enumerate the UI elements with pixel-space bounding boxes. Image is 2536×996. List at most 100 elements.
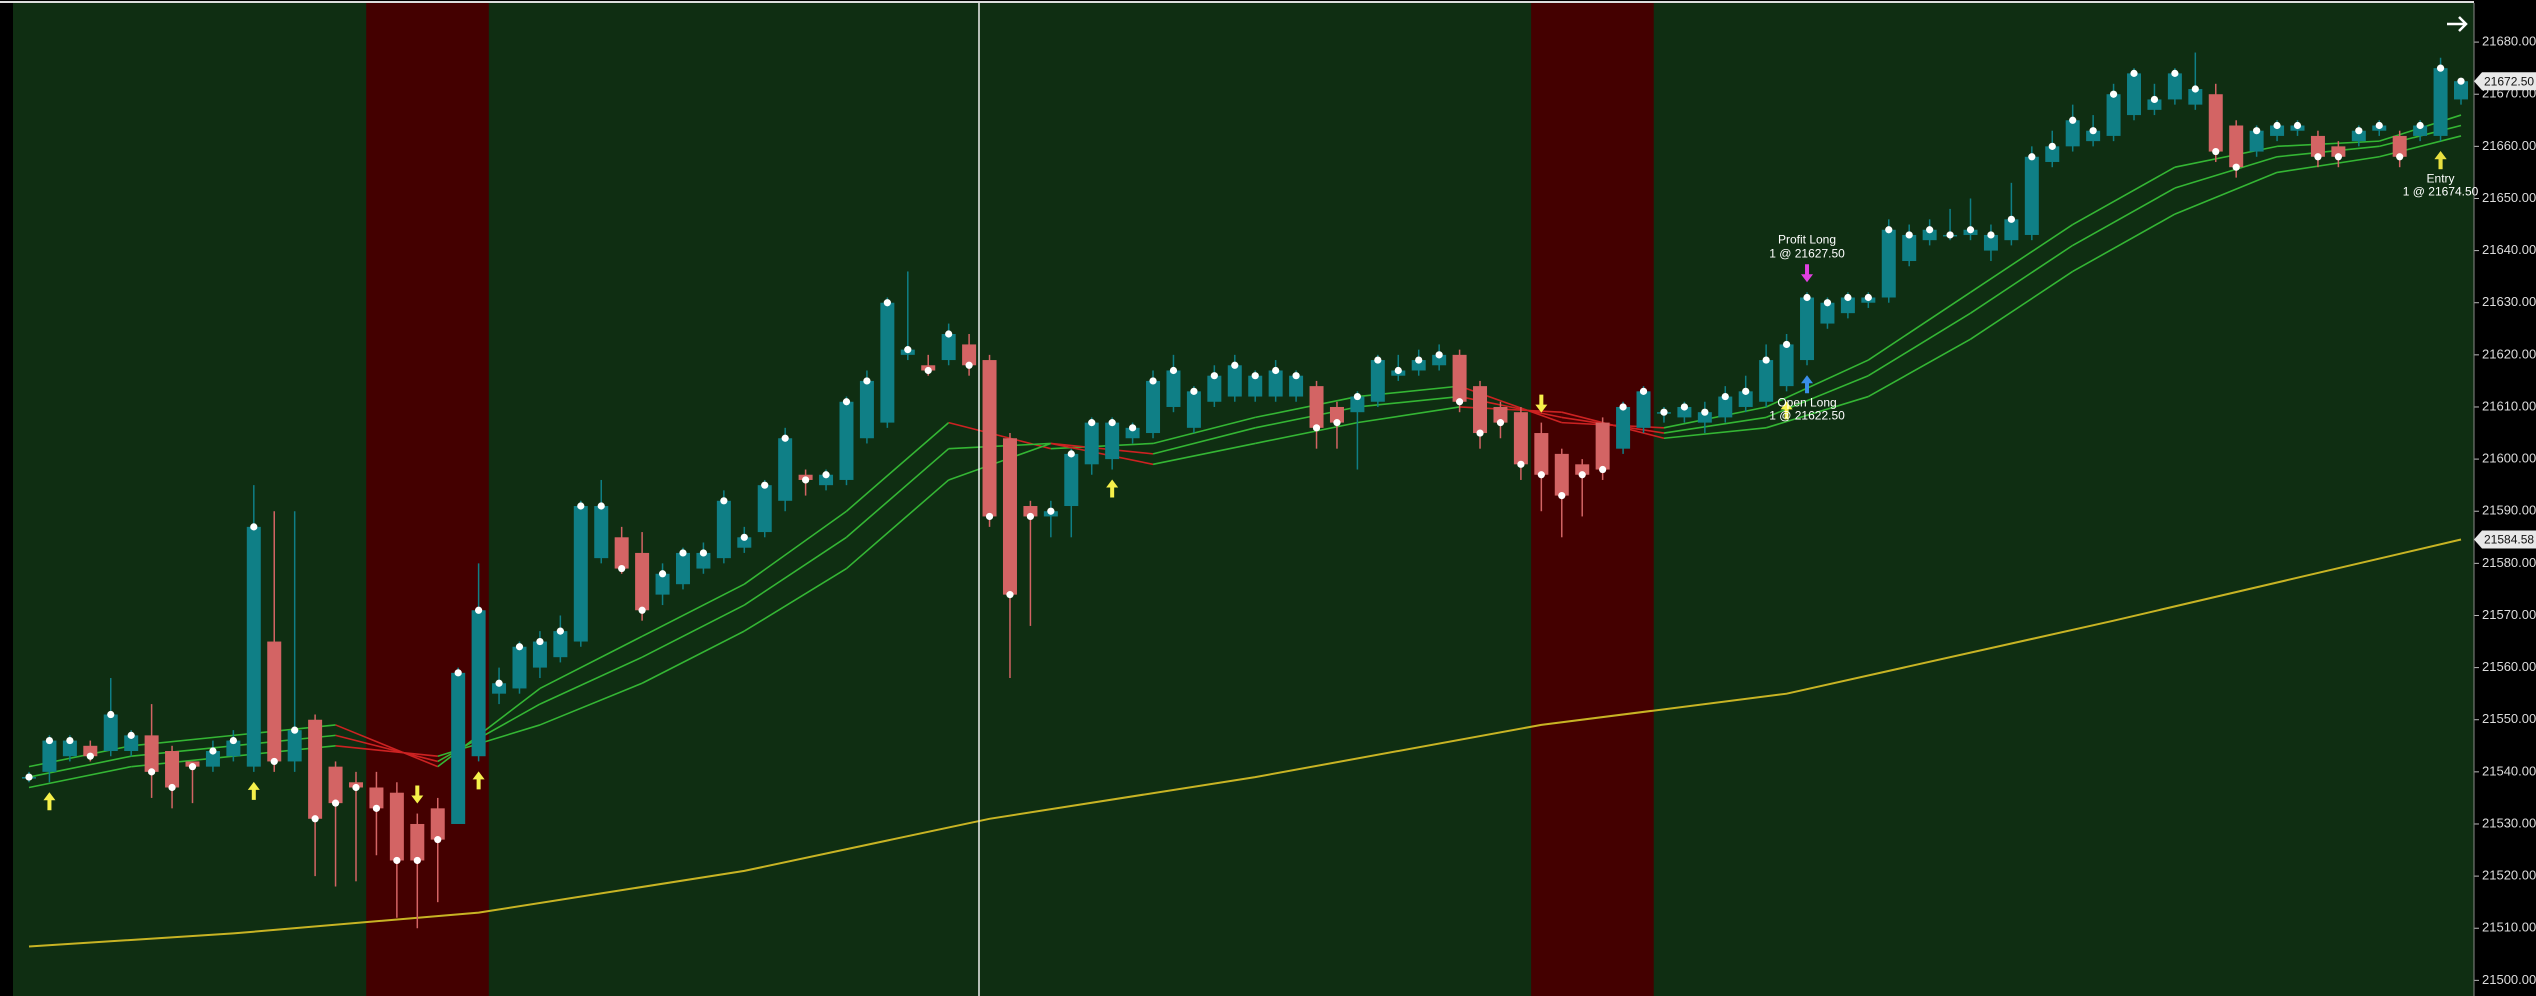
candle-body: [1227, 365, 1242, 397]
close-dot: [1946, 231, 1954, 239]
close-dot: [1844, 293, 1852, 302]
candle-body: [675, 552, 690, 585]
ribbon-segment: [1663, 427, 1767, 440]
candle-body: [83, 745, 98, 757]
candle-body: [451, 672, 466, 824]
candle-body: [982, 360, 997, 517]
ribbon-segment: [1765, 374, 1869, 419]
candle-body: [1350, 396, 1365, 413]
candle-body: [144, 735, 159, 772]
ribbon-segment: [1765, 359, 1869, 408]
candle-body: [635, 552, 650, 611]
candle-body: [553, 631, 568, 658]
close-dot: [1885, 226, 1893, 234]
candle-body: [1595, 422, 1610, 470]
close-dot: [802, 476, 810, 484]
close-dot: [475, 606, 483, 614]
sma-price-tag-box: [2474, 530, 2536, 549]
y-tick-label: 21570.00: [2482, 607, 2536, 622]
close-dot: [2028, 153, 2036, 161]
close-dot: [2436, 64, 2445, 72]
close-dot: [1088, 419, 1096, 427]
close-dot: [2293, 121, 2302, 130]
ribbon-segment: [2277, 140, 2380, 148]
ribbon-segment: [743, 536, 847, 606]
close-dot: [1190, 387, 1198, 395]
close-dot: [1537, 471, 1545, 479]
close-dot: [2416, 121, 2424, 130]
candle-body: [492, 683, 507, 694]
ribbon-segment: [845, 479, 950, 570]
close-dot: [2191, 85, 2199, 93]
close-dot: [45, 736, 54, 745]
close-dot: [842, 398, 851, 406]
candle-body: [389, 792, 404, 861]
candle-body: [839, 401, 854, 480]
candle-body: [1902, 234, 1917, 262]
close-dot: [1905, 231, 1913, 239]
candle-body: [2188, 89, 2203, 105]
candle-body: [880, 302, 895, 423]
ribbon-segment: [335, 744, 438, 758]
close-dot: [1455, 398, 1464, 406]
candle-body: [1697, 412, 1712, 423]
candle-body: [2106, 94, 2121, 136]
y-tick-label: 21680.00: [2482, 34, 2536, 49]
close-dot: [1006, 591, 1014, 599]
y-tick-label: 21530.00: [2482, 815, 2536, 830]
candle-body: [2433, 68, 2448, 136]
last-price-tag-box: [2474, 72, 2536, 91]
ribbon-segment: [641, 583, 745, 638]
y-tick-label: 21630.00: [2482, 294, 2536, 309]
candle-body: [2229, 125, 2244, 168]
candle-body: [2086, 130, 2101, 142]
ribbon-segment: [2276, 145, 2380, 158]
candle-body: [2004, 219, 2019, 241]
close-dot: [2375, 121, 2383, 130]
ribbon-segment: [1050, 442, 1154, 466]
close-dot: [1149, 377, 1157, 385]
close-dot: [1619, 403, 1627, 411]
close-dot: [781, 434, 789, 442]
candle-body: [1146, 380, 1161, 434]
candle-body: [2065, 120, 2080, 147]
ribbon-segment: [845, 422, 950, 512]
ribbon-segment: [1152, 416, 1256, 445]
candle-body: [1718, 396, 1733, 418]
candle-body: [1759, 360, 1774, 402]
close-dot: [209, 747, 217, 755]
ribbon-segment: [1867, 291, 1971, 361]
close-dot: [1782, 340, 1791, 349]
candle-body: [308, 719, 323, 819]
close-dot: [618, 564, 626, 573]
close-dot: [699, 549, 708, 557]
close-dot: [1312, 424, 1321, 432]
close-dot: [1353, 392, 1362, 401]
close-dot: [1680, 403, 1688, 411]
close-dot: [250, 523, 258, 531]
candle-body: [1820, 302, 1835, 324]
ribbon-segment: [1357, 406, 1460, 424]
candle-body: [1370, 360, 1385, 402]
candle-body: [471, 610, 486, 757]
ribbon-segment: [1561, 411, 1665, 440]
close-dot: [2314, 153, 2322, 161]
close-dot: [1701, 408, 1709, 416]
trade-arrow: [1801, 264, 1814, 283]
candle-body: [1452, 354, 1467, 402]
close-dot: [1966, 226, 1975, 234]
close-dot: [536, 637, 544, 646]
y-tick-label: 21600.00: [2482, 451, 2536, 466]
ribbon-segment: [28, 765, 132, 789]
close-dot: [1578, 471, 1586, 479]
scroll-arrow[interactable]: [2447, 16, 2468, 32]
close-dot: [1803, 293, 1811, 302]
close-dot: [2396, 153, 2404, 161]
candle-body: [1432, 354, 1447, 366]
close-dot: [2048, 142, 2056, 150]
close-dot: [1517, 460, 1525, 468]
candle-body: [594, 506, 609, 559]
close-dot: [1660, 408, 1668, 416]
y-tick-label: 21590.00: [2482, 503, 2536, 518]
close-dot: [66, 736, 74, 745]
